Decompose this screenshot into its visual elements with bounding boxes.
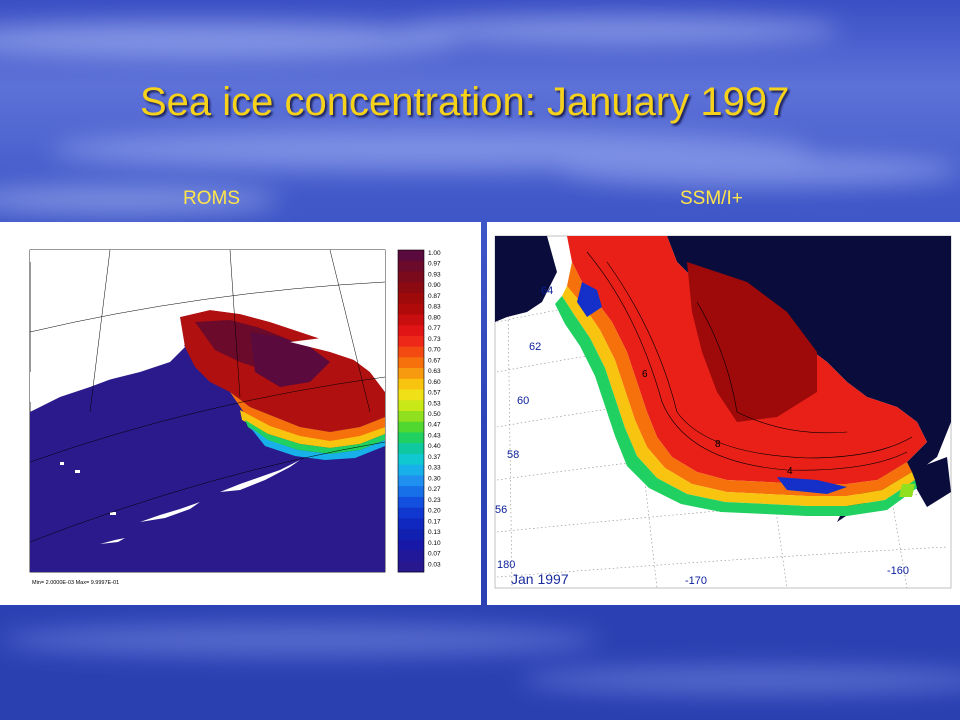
ssmi-map-panel: 64 62 60 58 56 180 -170 -160 6 8 4 Jan 1… [487, 222, 960, 605]
colorbar-tick-label: 0.30 [428, 475, 441, 482]
colorbar-tick-label: 0.10 [428, 540, 441, 547]
colorbar-swatch [398, 314, 424, 326]
colorbar-tick-label: 0.37 [428, 454, 441, 461]
roms-minmax-text: Min= 2.0000E-03 Max= 9.9997E-01 [32, 580, 119, 586]
lat-label-64: 64 [541, 285, 553, 297]
colorbar-tick-label: 0.90 [428, 282, 441, 289]
colorbar-tick-label: 0.53 [428, 400, 441, 407]
colorbar-swatch [398, 250, 424, 262]
colorbar-tick-label: 0.70 [428, 347, 441, 354]
colorbar-swatch [398, 282, 424, 294]
colorbar-swatch [398, 464, 424, 476]
colorbar-tick-label: 0.50 [428, 411, 441, 418]
colorbar-swatch [398, 378, 424, 390]
colorbar-tick-label: 0.60 [428, 379, 441, 386]
colorbar-tick-label: 0.27 [428, 486, 441, 493]
colorbar-swatch [398, 421, 424, 433]
colorbar-swatch [398, 346, 424, 358]
colorbar-swatch [398, 561, 424, 573]
colorbar-tick-label: 0.17 [428, 518, 441, 525]
colorbar-swatch [398, 325, 424, 337]
lat-label-56: 56 [495, 504, 507, 516]
colorbar-tick-label: 0.03 [428, 561, 441, 568]
ssmi-map: 64 62 60 58 56 180 -170 -160 6 8 4 Jan 1… [494, 235, 952, 589]
colorbar-tick-label: 0.67 [428, 357, 441, 364]
roms-colorbar: 1.00 0.97 0.93 0.90 0.87 0.83 0.80 0.77 0.73 0.70… [397, 249, 441, 573]
contour-label-6: 6 [642, 369, 648, 380]
lat-label-60: 60 [517, 395, 529, 407]
colorbar-tick-label: 0.63 [428, 368, 441, 375]
colorbar-tick-label: 0.97 [428, 261, 441, 268]
colorbar-tick-label: 0.40 [428, 443, 441, 450]
lat-label-62: 62 [529, 341, 541, 353]
colorbar-swatch [398, 260, 424, 272]
colorbar-tick-label: 1.00 [428, 250, 441, 257]
lon-label-180: 180 [497, 559, 515, 571]
colorbar-tick-label: 0.23 [428, 497, 441, 504]
colorbar-tick-label: 0.93 [428, 271, 441, 278]
colorbar-swatch [398, 303, 424, 315]
roms-map: 1.00 0.97 0.93 0.90 0.87 0.83 0.80 0.77 0.73 0.70… [29, 249, 441, 586]
colorbar-tick-label: 0.57 [428, 390, 441, 397]
ssmi-label: SSM/I+ [680, 188, 743, 209]
lon-label-170: -170 [685, 575, 707, 587]
colorbar-swatch [398, 550, 424, 562]
colorbar-tick-label: 0.77 [428, 325, 441, 332]
roms-label: ROMS [183, 188, 240, 209]
colorbar-swatch [398, 453, 424, 466]
colorbar-swatch [398, 507, 424, 519]
colorbar-tick-label: 0.43 [428, 432, 441, 439]
colorbar-swatch [398, 518, 424, 530]
colorbar-swatch [398, 432, 424, 444]
colorbar-swatch [398, 539, 424, 551]
colorbar-swatch [398, 292, 424, 305]
colorbar-swatch [398, 400, 424, 412]
colorbar-swatch [398, 389, 424, 401]
colorbar-swatch [398, 335, 424, 347]
colorbar-tick-label: 0.87 [428, 293, 441, 300]
contour-label-8: 8 [715, 439, 721, 450]
colorbar-tick-label: 0.83 [428, 304, 441, 311]
colorbar-swatch [398, 411, 424, 423]
contour-label-4: 4 [787, 466, 793, 477]
colorbar-tick-label: 0.13 [428, 529, 441, 536]
lon-label-160: -160 [887, 565, 909, 577]
colorbar-swatch [398, 443, 424, 455]
slide-title: Sea ice concentration: January 1997 [140, 80, 790, 124]
colorbar-swatch [398, 496, 424, 508]
colorbar-swatch [398, 475, 424, 487]
roms-map-panel: 1.00 0.97 0.93 0.90 0.87 0.83 0.80 0.77 0.73 0.70… [0, 222, 481, 605]
colorbar-swatch [398, 486, 424, 498]
colorbar-tick-label: 0.07 [428, 551, 441, 558]
ssmi-date-stamp: Jan 1997 [511, 571, 569, 587]
lat-label-58: 58 [507, 449, 519, 461]
colorbar-tick-label: 0.80 [428, 314, 441, 321]
colorbar-tick-label: 0.33 [428, 465, 441, 472]
colorbar-frame [397, 249, 425, 573]
colorbar-tick-label: 0.20 [428, 508, 441, 515]
colorbar-swatch [398, 368, 424, 380]
colorbar-swatch [398, 271, 424, 283]
colorbar-swatch [398, 357, 424, 369]
colorbar-swatch [398, 529, 424, 541]
colorbar-tick-label: 0.47 [428, 422, 441, 429]
colorbar-tick-label: 0.73 [428, 336, 441, 343]
